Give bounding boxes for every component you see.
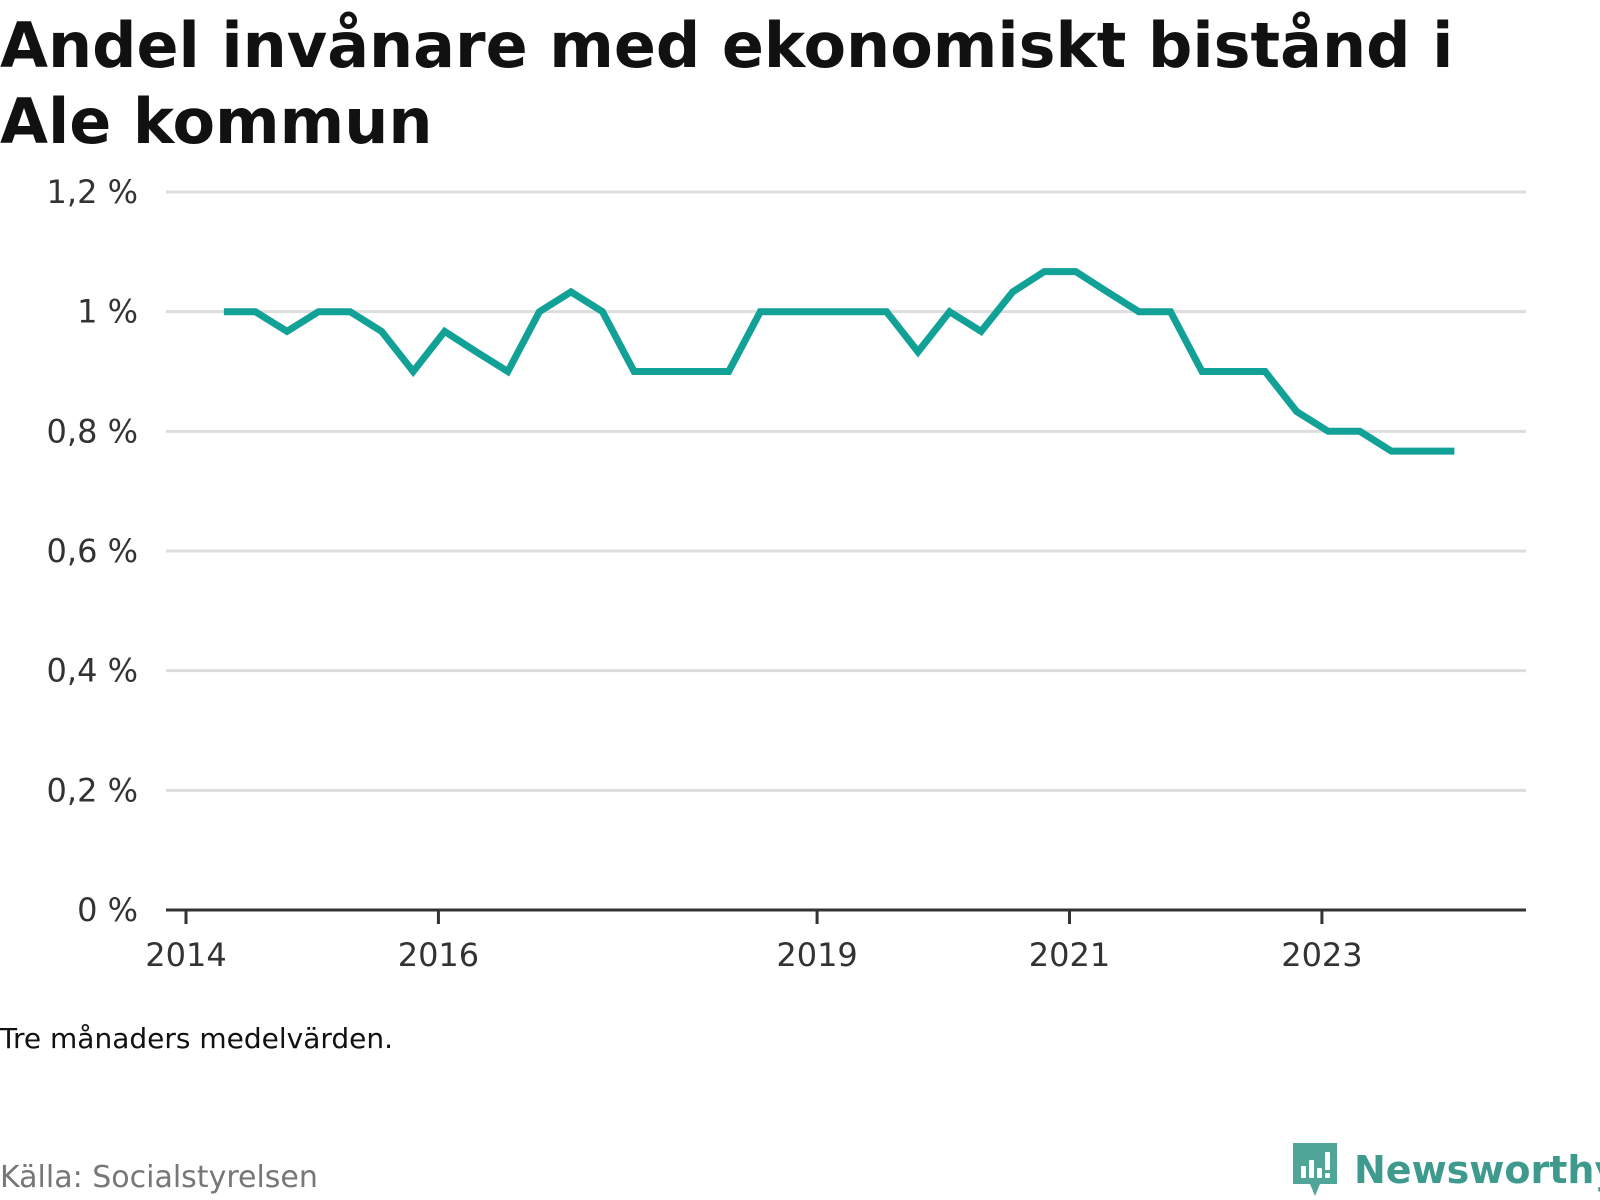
series-layer	[223, 268, 1455, 455]
chart-title: Andel invånare med ekonomiskt bistånd i …	[0, 9, 1454, 158]
chart-note: Tre månaders medelvärden.	[0, 1022, 394, 1055]
brand-name: Newsworthy	[1354, 1148, 1600, 1192]
x-tick-label: 2019	[776, 936, 857, 974]
y-tick-label: 1,2 %	[47, 173, 138, 211]
x-tick-label: 2016	[398, 936, 479, 974]
line-chart: 0 % 0,2 % 0,4 % 0,6 % 0,8 % 1 % 1,2 % 2014 2016…	[47, 173, 1526, 974]
y-tick-label: 0,8 %	[47, 412, 138, 450]
y-tick-label: 1 %	[77, 293, 138, 331]
gridlines	[166, 190, 1526, 792]
y-axis-ticks: 0 % 0,2 % 0,4 % 0,6 % 0,8 % 1 % 1,2 %	[47, 173, 138, 929]
source-label: Källa: Socialstyrelsen	[0, 1160, 318, 1195]
x-tick-label: 2014	[145, 936, 226, 974]
x-tick-label: 2021	[1029, 936, 1110, 974]
x-tick-label: 2023	[1281, 936, 1362, 974]
y-tick-label: 0,4 %	[47, 652, 138, 690]
y-tick-label: 0,2 %	[47, 771, 138, 809]
y-tick-label: 0,6 %	[47, 532, 138, 570]
brand-logo: Newsworthy	[1290, 1140, 1600, 1200]
series-line	[223, 268, 1455, 455]
y-tick-label: 0 %	[77, 891, 138, 929]
x-axis: 2014 2016 2019 2021 2023	[145, 908, 1526, 974]
newsworthy-logo-icon	[1293, 1143, 1337, 1196]
